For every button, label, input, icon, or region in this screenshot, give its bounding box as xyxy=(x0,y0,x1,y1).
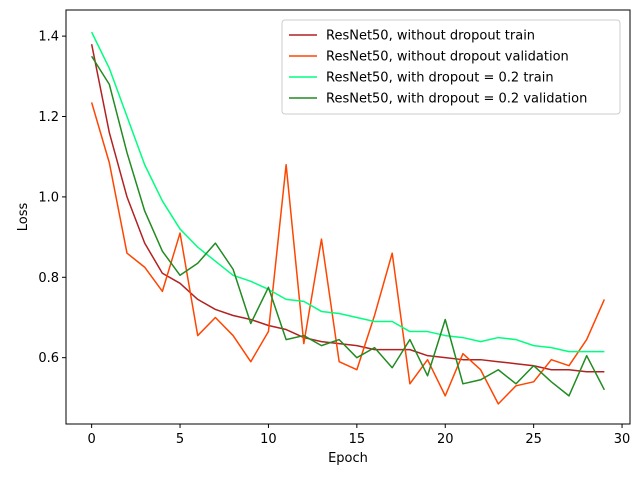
y-tick-label: 1.0 xyxy=(38,190,59,205)
y-axis-label: Loss xyxy=(16,203,31,232)
legend-entry: ResNet50, with dropout = 0.2 train xyxy=(326,71,554,86)
x-tick-label: 20 xyxy=(437,432,454,447)
series-line-0 xyxy=(90,44,605,373)
legend-entry: ResNet50, without dropout validation xyxy=(326,50,569,65)
legend-box xyxy=(281,19,621,115)
x-tick-label: 30 xyxy=(614,432,631,447)
y-tick-label: 0.8 xyxy=(38,271,59,286)
plot-frame xyxy=(65,9,631,425)
plot-lines xyxy=(90,31,606,405)
x-axis-label: Epoch xyxy=(328,451,368,466)
x-tick-label: 0 xyxy=(87,432,95,447)
legend-entry: ResNet50, without dropout train xyxy=(326,29,535,44)
y-tick-label: 1.4 xyxy=(38,30,59,45)
x-axis: 0 5 10 15 20 25 30 xyxy=(87,424,630,447)
x-tick-label: 15 xyxy=(349,432,366,447)
y-tick-label: 1.2 xyxy=(38,110,59,125)
legend-entry: ResNet50, with dropout = 0.2 validation xyxy=(326,92,587,107)
y-tick-label: 0.6 xyxy=(38,351,59,366)
x-tick-label: 10 xyxy=(260,432,277,447)
x-tick-label: 5 xyxy=(176,432,184,447)
x-tick-label: 25 xyxy=(525,432,542,447)
y-axis: 0.6 0.8 1.0 1.2 1.4 xyxy=(38,30,66,366)
series-line-1 xyxy=(90,102,606,405)
series-line-3 xyxy=(91,55,606,397)
legend: ResNet50, without dropout train ResNet50,… xyxy=(281,19,621,115)
series-line-2 xyxy=(90,31,605,353)
